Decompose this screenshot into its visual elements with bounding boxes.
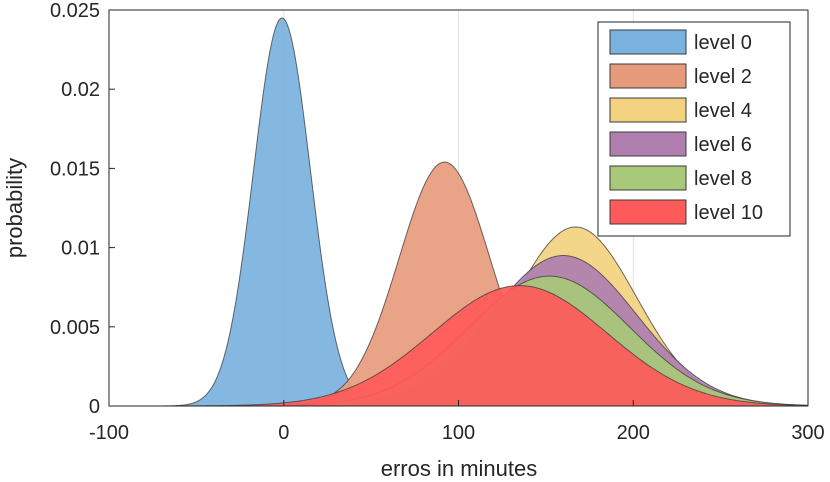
y-tick-label: 0 [89,396,100,418]
x-tick-label: -100 [89,422,129,444]
y-tick-label: 0.005 [50,317,100,339]
y-tick-label: 0.01 [61,238,100,260]
y-axis-ticks: 0 0.005 0.01 0.015 0.02 0.025 [50,0,115,418]
y-tick-label: 0.025 [50,0,100,22]
x-axis-label: erros in minutes [381,456,538,481]
legend-swatch [609,29,687,55]
y-tick-label: 0.015 [50,158,100,180]
y-axis-label: probability [2,158,27,258]
legend-swatch [609,131,687,157]
legend-swatch [609,63,687,89]
x-tick-label: 0 [278,422,289,444]
legend-swatch [609,199,687,225]
legend-label: level 0 [694,32,752,54]
x-axis-ticks: -100 0 100 200 300 [89,400,825,444]
legend-label: level 2 [694,66,752,88]
x-tick-label: 200 [617,422,650,444]
legend-label: level 8 [694,168,752,190]
legend-label: level 4 [694,100,752,122]
legend-swatch [609,165,687,191]
legend-label: level 6 [694,134,752,156]
x-tick-label: 100 [442,422,475,444]
legend: level 0 level 2 level 4 level 6 level 8 level… [597,21,791,237]
legend-swatch [609,97,687,123]
y-tick-label: 0.02 [61,79,100,101]
x-tick-label: 300 [791,422,824,444]
legend-label: level 10 [694,202,763,224]
